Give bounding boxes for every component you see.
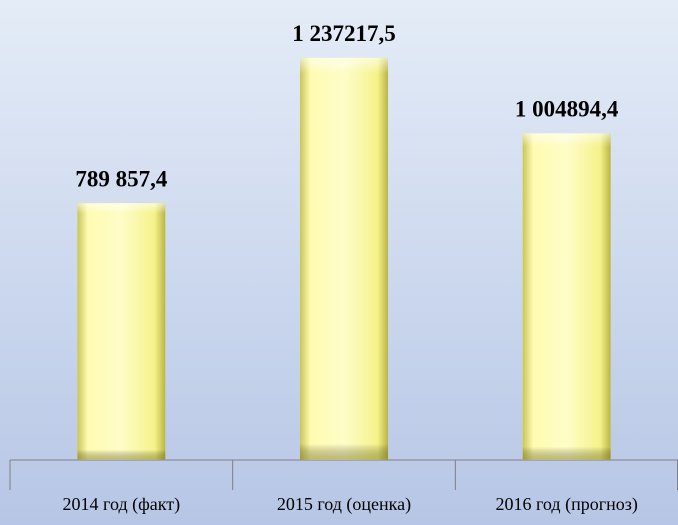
x-tick-label: 2015 год (оценка) <box>277 494 411 515</box>
value-label: 1 004894,4 <box>515 97 619 122</box>
bar-shade <box>77 203 166 461</box>
value-label: 789 857,4 <box>75 167 168 192</box>
x-tick-label: 2016 год (прогноз) <box>496 494 638 515</box>
value-label: 1 237217,5 <box>292 21 396 46</box>
bar-shade <box>300 57 388 461</box>
x-tick-label: 2014 год (факт) <box>63 494 181 515</box>
bar-shade <box>522 133 611 461</box>
